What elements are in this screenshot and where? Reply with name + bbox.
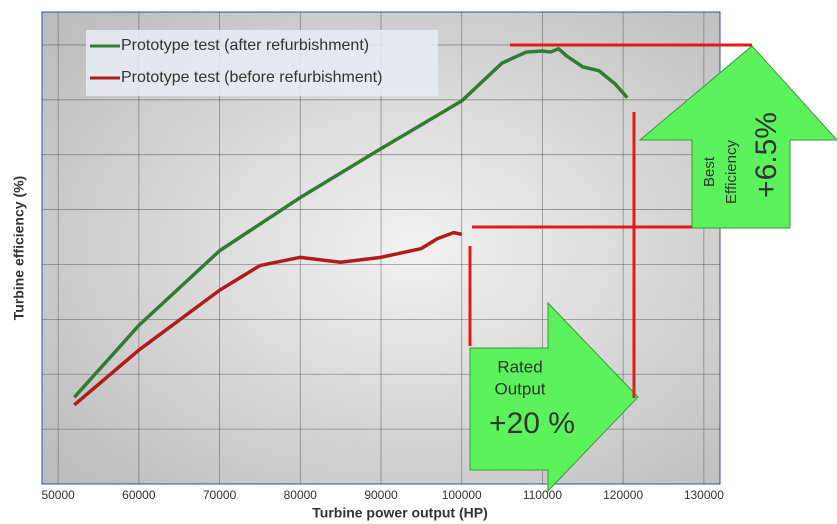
x-tick-label: 90000 [364, 488, 398, 502]
annotation: +6.5% [750, 112, 783, 198]
annotation: +20 % [489, 407, 575, 440]
x-tick-label: 110000 [523, 488, 562, 502]
plot-frame [41, 11, 721, 485]
rated-arrow [469, 301, 639, 493]
series-line [73, 230, 463, 407]
legend-label: Prototype test (after refurbishment) [121, 37, 369, 54]
x-tick-label: 120000 [603, 488, 643, 502]
annotation: Output [494, 379, 545, 398]
annotation: Rated [497, 357, 542, 376]
legend: Prototype test (after refurbishment) Prot… [86, 30, 438, 96]
legend-label: Prototype test (before refurbishment) [121, 69, 382, 86]
annotation: Efficiency [723, 140, 740, 204]
x-tick-label: 100000 [442, 488, 482, 502]
x-tick-label: 70000 [203, 488, 237, 502]
annotation: Best [701, 156, 718, 187]
x-tick-label: 60000 [122, 488, 156, 502]
y-axis-label: Turbine efficiency (%) [11, 176, 27, 320]
series-line [72, 47, 629, 399]
x-tick-label: 130000 [684, 488, 724, 502]
x-tick-label: 50000 [41, 488, 75, 502]
x-axis-label: Turbine power output (HP) [312, 505, 488, 521]
best-arrow [638, 45, 837, 229]
annotations: Rated Output +20 % Best Efficiency +6.5% [468, 43, 837, 493]
legend-box [86, 30, 438, 96]
x-tick-label: 80000 [284, 488, 318, 502]
